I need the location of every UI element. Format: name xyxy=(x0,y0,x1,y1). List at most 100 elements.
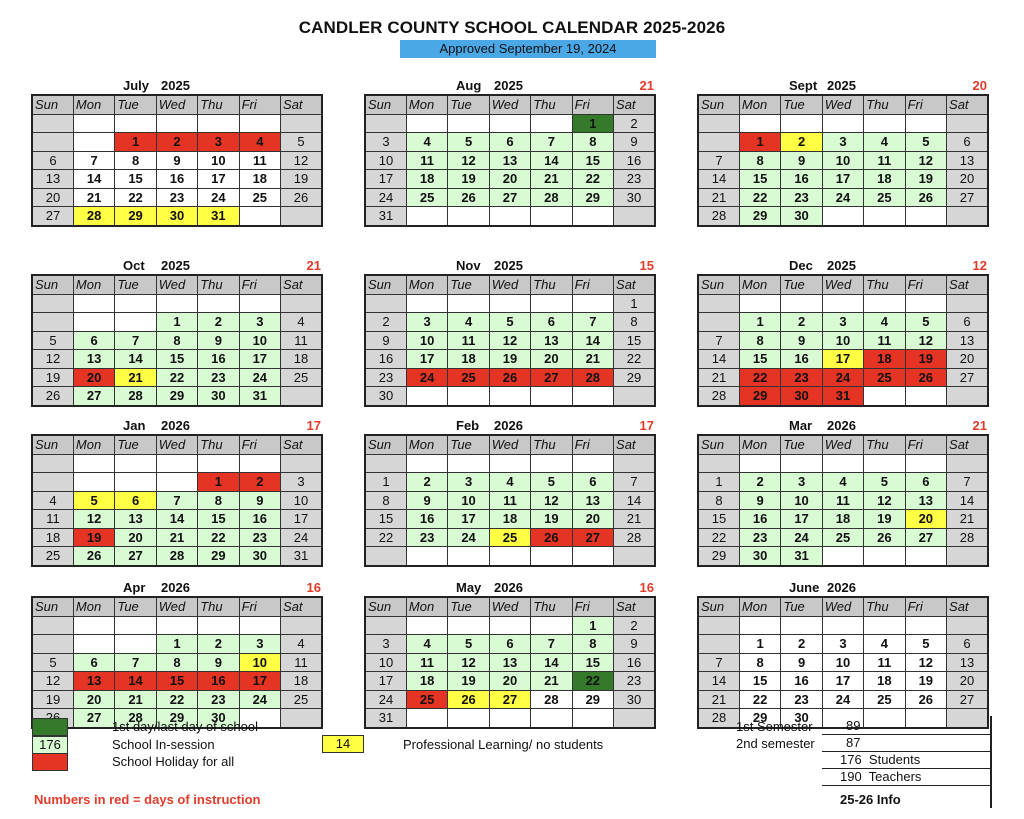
empty-cell xyxy=(904,546,948,566)
day-cell: 17 xyxy=(238,671,282,691)
weekday-sat: Sat xyxy=(280,596,323,617)
weekday-sat: Sat xyxy=(280,94,323,115)
empty-cell xyxy=(488,113,532,133)
week-row: 22 23 24 25 26 27 28 xyxy=(697,527,989,547)
day-cell: 11 xyxy=(488,490,532,510)
day-cell: 22 xyxy=(114,187,157,207)
week-row: 27 28 29 30 31 xyxy=(31,206,323,226)
day-cell: 20 xyxy=(946,671,989,691)
day-cell: 4 xyxy=(863,312,906,332)
empty-cell xyxy=(238,206,282,226)
empty-cell xyxy=(863,615,906,635)
week-row xyxy=(697,293,989,313)
empty-cell xyxy=(280,113,323,133)
day-cell: 9 xyxy=(197,652,240,672)
day-cell: 27 xyxy=(114,546,157,566)
weekday-sat: Sat xyxy=(280,434,323,455)
month-header: July 2025 xyxy=(31,78,323,94)
month-year: 2025 xyxy=(161,258,190,273)
day-cell: 16 xyxy=(780,671,823,691)
month-name: Sept xyxy=(789,78,818,93)
day-cell: 23 xyxy=(780,187,823,207)
day-cell: 30 xyxy=(613,689,656,709)
weekday-header-row: Sun Mon Tue Wed Thu Fri Sat xyxy=(697,434,989,455)
legend-swatch-first-last-day xyxy=(32,718,68,736)
day-cell: 12 xyxy=(488,330,532,350)
empty-cell xyxy=(904,615,948,635)
month-year: 2025 xyxy=(827,78,856,93)
day-cell: 25 xyxy=(863,689,906,709)
empty-cell xyxy=(405,293,449,313)
weekday-header-row: Sun Mon Tue Wed Thu Fri Sat xyxy=(31,434,323,455)
empty-cell xyxy=(821,206,865,226)
day-cell: 27 xyxy=(571,527,615,547)
day-cell: 13 xyxy=(488,150,532,170)
month-header: Jan 2026 17 xyxy=(31,418,323,434)
approved-banner: Approved September 19, 2024 xyxy=(400,40,656,58)
empty-cell xyxy=(114,453,157,473)
day-cell: 10 xyxy=(447,490,490,510)
day-cell: 11 xyxy=(405,652,449,672)
day-cell: 19 xyxy=(72,527,116,547)
day-cell: 6 xyxy=(488,634,532,654)
day-cell: 6 xyxy=(488,132,532,152)
month-header: Dec 2025 12 xyxy=(697,258,989,274)
month-name: May xyxy=(456,580,482,595)
day-cell: 26 xyxy=(488,367,532,387)
weekday-tue: Tue xyxy=(114,434,157,455)
weekday-fri: Fri xyxy=(238,434,282,455)
week-row: 7 8 9 10 11 12 13 xyxy=(697,330,989,350)
day-cell: 1 xyxy=(155,634,199,654)
empty-cell xyxy=(863,546,906,566)
empty-cell xyxy=(155,293,199,313)
day-cell: 16 xyxy=(155,169,199,189)
empty-cell xyxy=(571,386,615,406)
week-row xyxy=(697,615,989,635)
month-table: Sun Mon Tue Wed Thu Fri Sat 1 2 3 4 5 6 7 8 9 10 11 12 13 14… xyxy=(364,596,656,729)
day-cell: 3 xyxy=(447,472,490,492)
weekday-tue: Tue xyxy=(447,434,490,455)
day-cell: 1 xyxy=(114,132,157,152)
empty-cell xyxy=(697,113,740,133)
day-cell: 2 xyxy=(364,312,407,332)
weekday-sat: Sat xyxy=(280,274,323,295)
day-cell: 20 xyxy=(488,169,532,189)
day-cell: 10 xyxy=(405,330,449,350)
weekday-wed: Wed xyxy=(821,596,865,617)
empty-cell xyxy=(238,293,282,313)
empty-cell xyxy=(72,312,116,332)
day-cell: 19 xyxy=(904,671,948,691)
day-cell: 15 xyxy=(697,509,740,529)
empty-cell xyxy=(571,206,615,226)
weekday-mon: Mon xyxy=(405,434,449,455)
day-cell: 24 xyxy=(238,689,282,709)
weekday-fri: Fri xyxy=(571,274,615,295)
week-row: 16 17 18 19 20 21 22 xyxy=(364,349,656,369)
weekday-wed: Wed xyxy=(155,94,199,115)
day-cell: 14 xyxy=(946,490,989,510)
day-cell: 21 xyxy=(72,187,116,207)
week-row xyxy=(364,546,656,566)
day-cell: 11 xyxy=(863,652,906,672)
empty-cell xyxy=(31,293,74,313)
month-header: Aug 2025 21 xyxy=(364,78,656,94)
day-cell: 21 xyxy=(155,527,199,547)
day-cell: 15 xyxy=(738,349,782,369)
day-cell: 26 xyxy=(447,689,490,709)
empty-cell xyxy=(405,386,449,406)
day-cell: 18 xyxy=(821,509,865,529)
day-cell: 8 xyxy=(738,652,782,672)
month-name: Feb xyxy=(456,418,480,433)
day-cell: 1 xyxy=(613,293,656,313)
day-cell: 4 xyxy=(863,132,906,152)
weekday-header-row: Sun Mon Tue Wed Thu Fri Sat xyxy=(697,274,989,295)
info-footer: 25-26 Info xyxy=(840,792,901,807)
weekday-header-row: Sun Mon Tue Wed Thu Fri Sat xyxy=(364,94,656,115)
day-cell: 27 xyxy=(904,527,948,547)
empty-cell xyxy=(72,293,116,313)
month-nov: Nov 2025 15 Sun Mon Tue Wed Thu Fri Sat 1 2 3 4 5 6 7 8 9 1… xyxy=(364,258,656,407)
day-cell: 6 xyxy=(946,312,989,332)
empty-cell xyxy=(405,615,449,635)
day-cell: 29 xyxy=(114,206,157,226)
